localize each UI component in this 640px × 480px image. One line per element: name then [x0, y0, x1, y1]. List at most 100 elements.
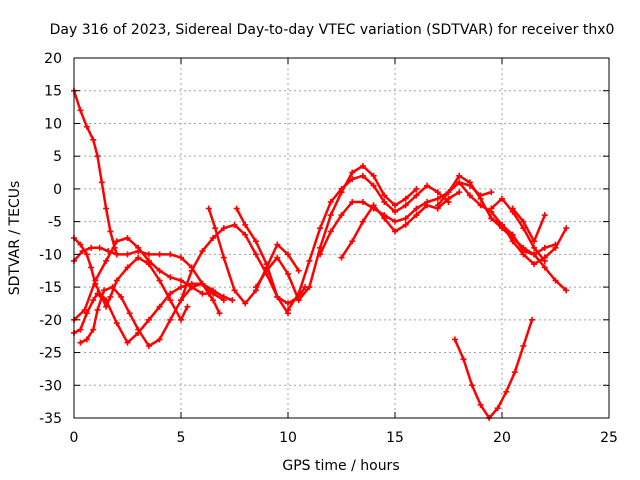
data-point	[90, 326, 97, 333]
data-point	[94, 307, 101, 313]
series-track-18	[509, 205, 548, 245]
data-point	[456, 179, 463, 186]
data-point	[466, 179, 473, 186]
data-point	[90, 136, 97, 143]
data-point	[156, 277, 163, 284]
data-point	[445, 195, 452, 202]
data-point	[107, 293, 114, 300]
data-point	[103, 205, 110, 212]
data-point	[79, 248, 86, 255]
data-point	[531, 244, 538, 251]
data-point	[285, 300, 291, 307]
data-point	[229, 297, 236, 304]
data-point	[109, 284, 116, 291]
data-point	[118, 293, 125, 300]
plot-frame	[73, 57, 610, 419]
y-tick-label: -35	[39, 411, 62, 427]
series-line	[72, 89, 119, 256]
data-point	[509, 205, 516, 212]
series-track-11	[285, 172, 452, 313]
data-point	[477, 401, 484, 408]
data-point	[456, 172, 463, 179]
data-point	[520, 248, 527, 255]
data-point	[242, 221, 249, 228]
y-tick-label: 5	[53, 149, 62, 165]
data-point	[327, 228, 334, 235]
series-line	[207, 207, 300, 305]
data-point	[541, 257, 548, 264]
data-point	[295, 267, 302, 274]
data-point	[199, 290, 206, 297]
data-point	[370, 202, 377, 209]
data-point	[135, 244, 142, 251]
data-point	[434, 195, 441, 202]
data-point	[100, 287, 107, 294]
data-point	[317, 251, 324, 258]
data-point	[413, 205, 420, 212]
data-point	[466, 192, 473, 199]
data-point	[77, 339, 84, 346]
data-point	[156, 251, 163, 258]
data-point	[126, 310, 133, 317]
data-point	[402, 221, 409, 228]
data-point	[274, 241, 281, 248]
data-point	[77, 241, 84, 248]
data-point	[370, 182, 377, 189]
data-point	[306, 257, 313, 264]
data-point	[210, 297, 217, 304]
series-track-15	[456, 179, 570, 268]
data-point	[338, 212, 345, 219]
data-point	[124, 251, 131, 258]
data-point	[88, 244, 95, 251]
data-point	[124, 264, 131, 271]
data-point	[424, 202, 431, 209]
data-point	[392, 202, 398, 209]
data-point	[92, 277, 99, 284]
data-point	[83, 336, 90, 343]
data-point	[103, 297, 110, 304]
data-point	[103, 257, 110, 264]
data-point	[113, 320, 120, 327]
data-point	[135, 254, 142, 261]
data-point	[295, 290, 302, 297]
series-line	[72, 236, 211, 322]
series-track-5	[71, 280, 227, 346]
data-point	[220, 225, 227, 232]
data-point	[494, 405, 501, 412]
data-point	[359, 199, 366, 205]
y-axis-label: SDTVAR / TECUs	[7, 181, 23, 296]
data-point	[178, 316, 184, 323]
data-point	[381, 199, 388, 205]
x-tick-label: 25	[600, 430, 618, 446]
x-tick-label: 0	[70, 430, 79, 446]
data-point	[434, 202, 441, 209]
data-point	[285, 271, 291, 277]
data-point	[511, 369, 518, 376]
data-point	[327, 212, 334, 219]
data-point	[402, 202, 409, 209]
data-point	[531, 238, 538, 245]
data-point	[402, 195, 409, 202]
data-point	[469, 382, 476, 389]
data-point	[392, 208, 398, 215]
data-point	[210, 287, 217, 294]
series-track-16	[488, 195, 548, 264]
data-point	[156, 336, 163, 343]
y-tick-label: -20	[39, 313, 62, 329]
data-point	[488, 215, 495, 222]
y-tick-label: -15	[39, 280, 62, 296]
data-point	[90, 297, 97, 304]
y-tick-label: 0	[53, 182, 62, 198]
series-track-6	[77, 280, 236, 349]
x-tick-label: 20	[493, 430, 511, 446]
data-point	[145, 251, 152, 258]
data-point	[563, 225, 570, 232]
data-point	[528, 316, 535, 323]
data-point	[503, 388, 510, 395]
data-point	[295, 297, 302, 304]
data-point	[456, 189, 463, 196]
data-point	[509, 238, 516, 245]
data-point	[499, 221, 505, 228]
